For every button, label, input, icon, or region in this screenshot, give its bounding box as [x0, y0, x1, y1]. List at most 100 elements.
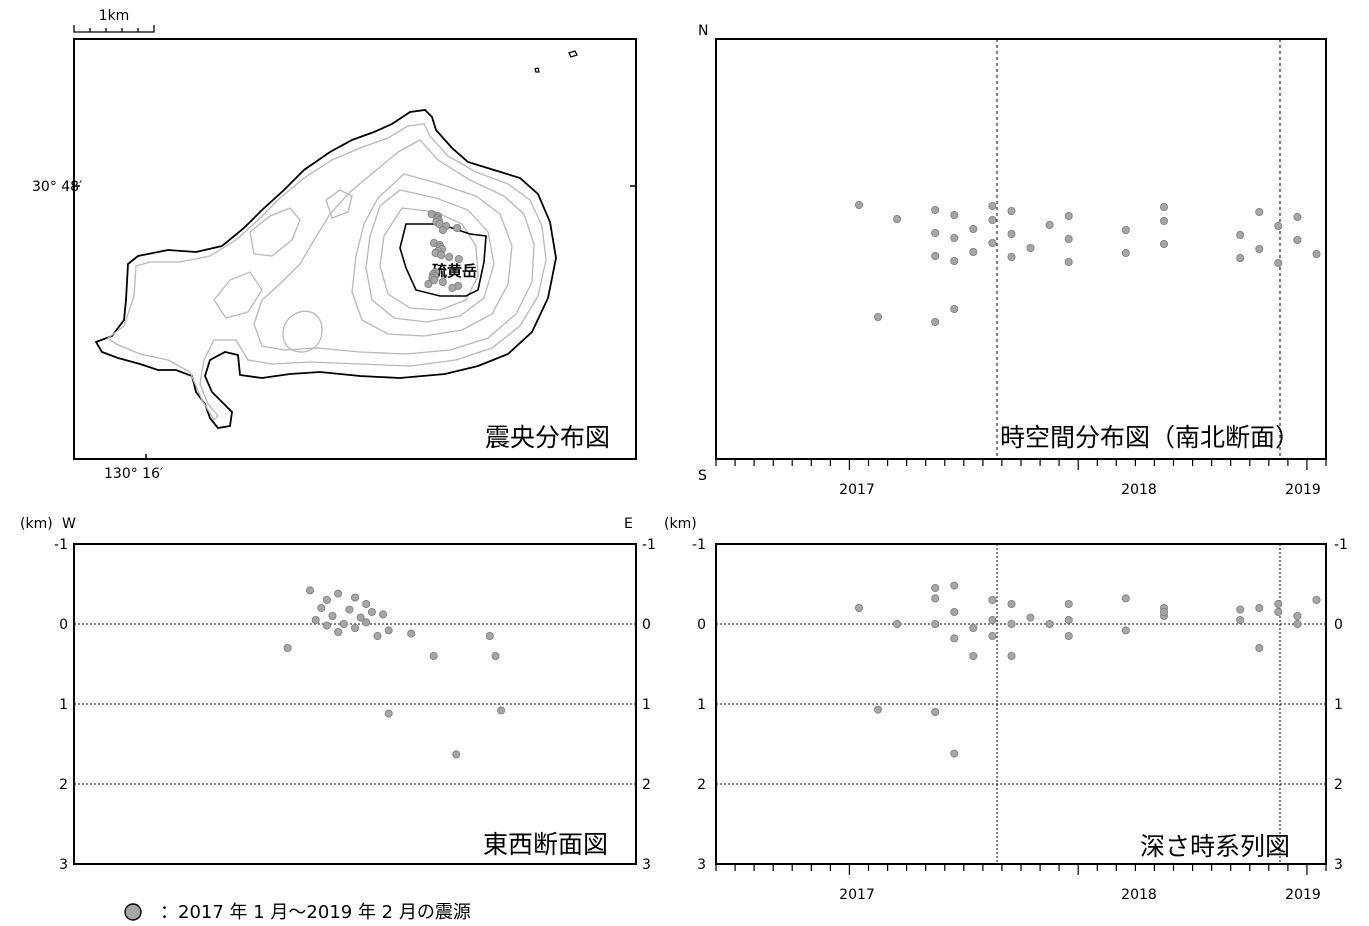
hypocenter-marker: [1312, 249, 1321, 258]
hypocenter-marker: [1121, 626, 1130, 635]
depth-ytick-left: -1: [692, 537, 706, 553]
north-label: N: [698, 23, 708, 39]
ns-markers: [855, 200, 1321, 326]
east-label: E: [624, 516, 633, 532]
depth-ytick-left: 1: [697, 697, 706, 713]
hypocenter-marker: [1121, 225, 1130, 234]
ew-title: 東西断面図: [483, 830, 608, 859]
depth-ytick-right: -1: [1334, 537, 1348, 553]
hypocenter-marker: [1293, 235, 1302, 244]
depth-unit-label: (km): [664, 516, 697, 532]
hypocenter-marker: [356, 613, 365, 622]
latitude-label: 30° 48′: [32, 179, 82, 195]
topographic-contours: [106, 123, 547, 422]
hypocenter-marker: [1255, 644, 1264, 653]
epicenter-marker: [448, 283, 457, 292]
hypocenter-marker: [931, 251, 940, 260]
hypocenter-marker: [855, 200, 864, 209]
hypocenter-marker: [1121, 248, 1130, 257]
ew-unit-label: (km): [20, 516, 53, 532]
depth-year-2018: 2018: [1121, 887, 1157, 903]
depth-ytick-left: 2: [697, 777, 706, 793]
ew-ytick-right: 1: [642, 697, 651, 713]
hypocenter-marker: [452, 750, 461, 759]
hypocenter-marker: [1255, 604, 1264, 613]
hypocenter-marker: [950, 581, 959, 590]
ns-spacetime-panel: N S 2017 2018 2019 時空間分布図（南北断面）: [698, 23, 1327, 498]
depth-time-axis: [715, 863, 1327, 875]
hypocenter-marker: [283, 644, 292, 653]
ew-left-yticks: -1 0 1 2 3: [54, 537, 68, 873]
legend: ：2017 年 1 月～2019 年 2 月の震源: [124, 902, 471, 923]
hypocenter-marker: [334, 628, 343, 637]
hypocenter-marker: [1121, 594, 1130, 603]
hypocenter-marker: [1064, 211, 1073, 220]
hypocenter-marker: [969, 624, 978, 633]
ns-frame: [715, 38, 1327, 460]
hypocenter-marker: [931, 620, 940, 629]
ew-right-yticks: -1 0 1 2 3: [642, 537, 656, 873]
hypocenter-marker: [931, 708, 940, 717]
hypocenter-marker: [1007, 620, 1016, 629]
hypocenter-marker: [950, 749, 959, 758]
ew-ytick-left: 3: [59, 857, 68, 873]
ew-section-panel: (km) W E -1 0 1 2 3 -1 0 1 2 3 東西断面図: [20, 516, 656, 873]
hypocenter-marker: [497, 706, 506, 715]
hypocenter-marker: [345, 605, 354, 614]
hypocenter-marker: [407, 629, 416, 638]
depth-year-2017: 2017: [839, 887, 875, 903]
hypocenter-marker: [1312, 596, 1321, 605]
hypocenter-marker: [322, 621, 331, 630]
hypocenter-marker: [1064, 257, 1073, 266]
summit-crater-rim: [399, 223, 487, 297]
epicenter-marker: [424, 279, 433, 288]
hypocenter-marker: [1293, 612, 1302, 621]
hypocenter-marker: [1274, 221, 1283, 230]
epicenter-marker: [438, 225, 447, 234]
hypocenter-marker: [950, 256, 959, 265]
hypocenter-marker: [429, 652, 438, 661]
ew-ytick-left: 2: [59, 777, 68, 793]
depth-ytick-right: 2: [1334, 777, 1343, 793]
hypocenter-marker: [969, 224, 978, 233]
hypocenter-marker: [379, 610, 388, 619]
peak-label: 硫黄岳: [432, 262, 477, 280]
island-coastline: [94, 109, 557, 429]
hypocenter-marker: [1274, 600, 1283, 609]
ew-ytick-left: 0: [59, 617, 68, 633]
map-frame: [73, 38, 637, 460]
hypocenter-marker: [350, 593, 359, 602]
ns-title: 時空間分布図（南北断面）: [1000, 423, 1300, 452]
ns-year-2018: 2018: [1121, 482, 1157, 498]
depth-ytick-left: 0: [697, 617, 706, 633]
hypocenter-marker: [1007, 252, 1016, 261]
hypocenter-marker: [1064, 600, 1073, 609]
legend-marker: [124, 903, 142, 921]
ew-ytick-right: 3: [642, 857, 651, 873]
epicenter-markers: [424, 209, 463, 292]
ns-year-2017: 2017: [839, 482, 875, 498]
hypocenter-marker: [1064, 616, 1073, 625]
hypocenter-marker: [1160, 202, 1169, 211]
depth-left-yticks: -1 0 1 2 3: [692, 537, 706, 873]
hypocenter-marker: [988, 632, 997, 641]
hypocenter-marker: [1236, 605, 1245, 614]
depth-timeseries-panel: (km) -1 0 1 2 3 -1 0 1 2 3 2017 2018 201…: [664, 516, 1348, 903]
hypocenter-marker: [1160, 216, 1169, 225]
hypocenter-marker: [950, 634, 959, 643]
hypocenter-marker: [931, 594, 940, 603]
hypocenter-marker: [988, 201, 997, 210]
hypocenter-marker: [931, 228, 940, 237]
depth-title: 深さ時系列図: [1140, 832, 1290, 861]
epicenter-marker: [445, 252, 454, 261]
hypocenter-marker: [1160, 239, 1169, 248]
hypocenter-marker: [305, 586, 314, 595]
ew-ytick-right: 0: [642, 617, 651, 633]
scale-bar: 1km: [73, 8, 155, 33]
hypocenter-marker: [317, 604, 326, 613]
hypocenter-marker: [969, 247, 978, 256]
west-label: W: [62, 516, 76, 532]
hypocenter-marker: [350, 624, 359, 633]
hypocenter-marker: [874, 312, 883, 321]
